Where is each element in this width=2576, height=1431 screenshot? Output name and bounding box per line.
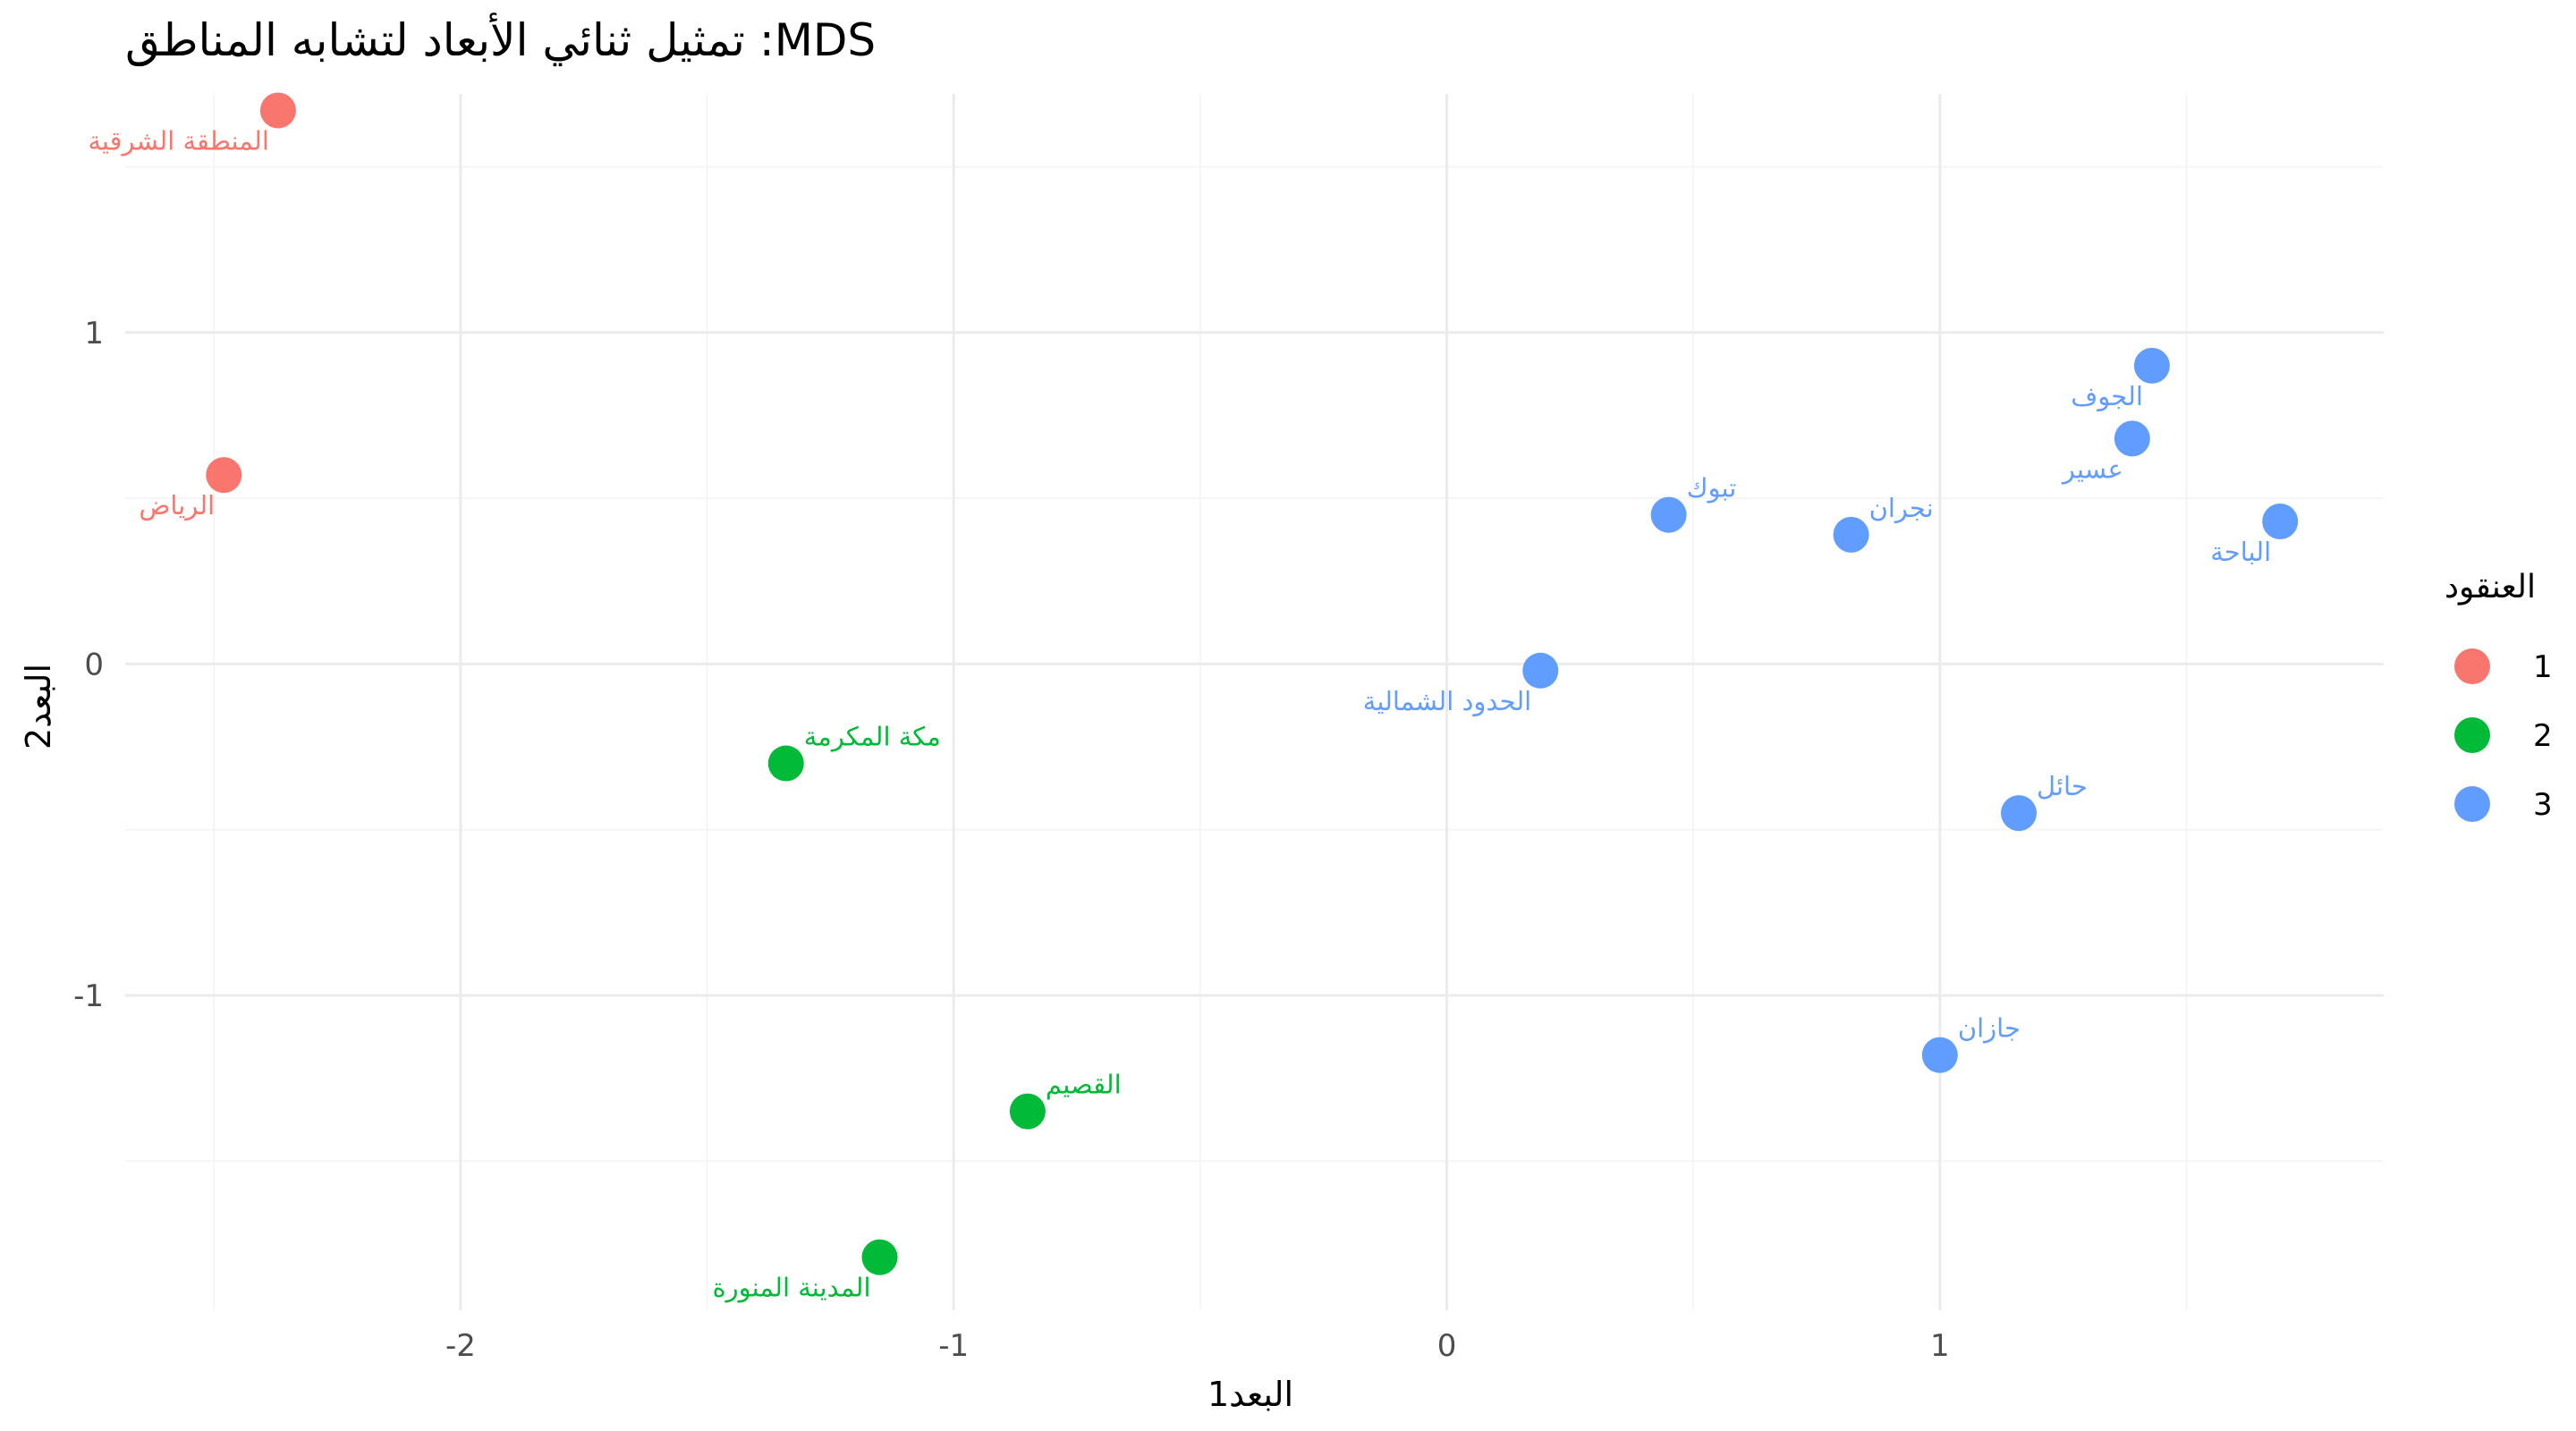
data-point	[1833, 516, 1869, 553]
legend-title: العنقود	[2445, 569, 2536, 605]
data-point	[767, 745, 804, 782]
y-tick-label: -1	[73, 978, 104, 1014]
data-point	[2262, 504, 2299, 540]
legend-label: 2	[2533, 718, 2553, 754]
data-point	[1650, 496, 1687, 533]
point-label: تبوك	[1687, 473, 1737, 504]
data-point	[861, 1239, 898, 1275]
data-point	[1522, 652, 1559, 689]
legend-swatch	[2454, 786, 2490, 822]
point-label: المنطقة الشرقية	[88, 126, 269, 157]
point-label: الجوف	[2071, 381, 2143, 411]
point-label: مكة المكرمة	[804, 722, 941, 752]
legend: العنقود 1 2 3	[2445, 569, 2553, 823]
data-point	[2001, 795, 2038, 832]
legend-swatch	[2454, 648, 2490, 684]
x-axis-title: البعد1	[1208, 1375, 1293, 1414]
x-tick-label: -1	[938, 1328, 969, 1364]
data-point	[2133, 347, 2170, 384]
data-points	[206, 92, 2299, 1275]
major-gridlines	[125, 94, 2384, 1310]
data-point	[1009, 1093, 1046, 1130]
point-label: حائل	[2037, 771, 2088, 801]
minor-gridlines	[125, 94, 2384, 1310]
x-tick-label: 1	[1930, 1328, 1950, 1364]
x-tick-label: 0	[1437, 1328, 1457, 1364]
point-label: الحدود الشمالية	[1363, 686, 1531, 716]
legend-label: 1	[2533, 649, 2553, 685]
point-label: عسير	[2061, 453, 2123, 484]
legend-swatch	[2454, 717, 2490, 753]
point-label: نجران	[1869, 493, 1934, 523]
point-label: المدينة المنورة	[712, 1273, 870, 1303]
x-tick-label: -2	[445, 1328, 476, 1364]
chart-title: تمثيل ثنائي الأبعاد لتشابه المناطق :MDS	[125, 13, 876, 66]
y-tick-label: 0	[84, 647, 104, 682]
y-axis-title: البعد2	[19, 664, 58, 749]
legend-label: 3	[2533, 787, 2553, 823]
point-label: الرياض	[139, 490, 215, 521]
data-point	[2114, 420, 2150, 457]
y-tick-label: 1	[84, 316, 104, 351]
point-label: جازان	[1958, 1013, 2021, 1044]
data-point	[206, 457, 242, 494]
data-point	[1921, 1037, 1958, 1073]
point-label: الباحة	[2210, 537, 2271, 567]
y-axis-tick-labels: -1 0 1	[73, 316, 104, 1014]
legend-entries: 1 2 3	[2454, 648, 2553, 823]
data-point	[259, 92, 296, 129]
x-axis-tick-labels: -2 -1 0 1	[445, 1328, 1950, 1364]
point-label: القصيم	[1046, 1070, 1122, 1101]
point-labels: المنطقة الشرقية الرياض مكة المكرمة القصيم ال…	[88, 126, 2271, 1303]
